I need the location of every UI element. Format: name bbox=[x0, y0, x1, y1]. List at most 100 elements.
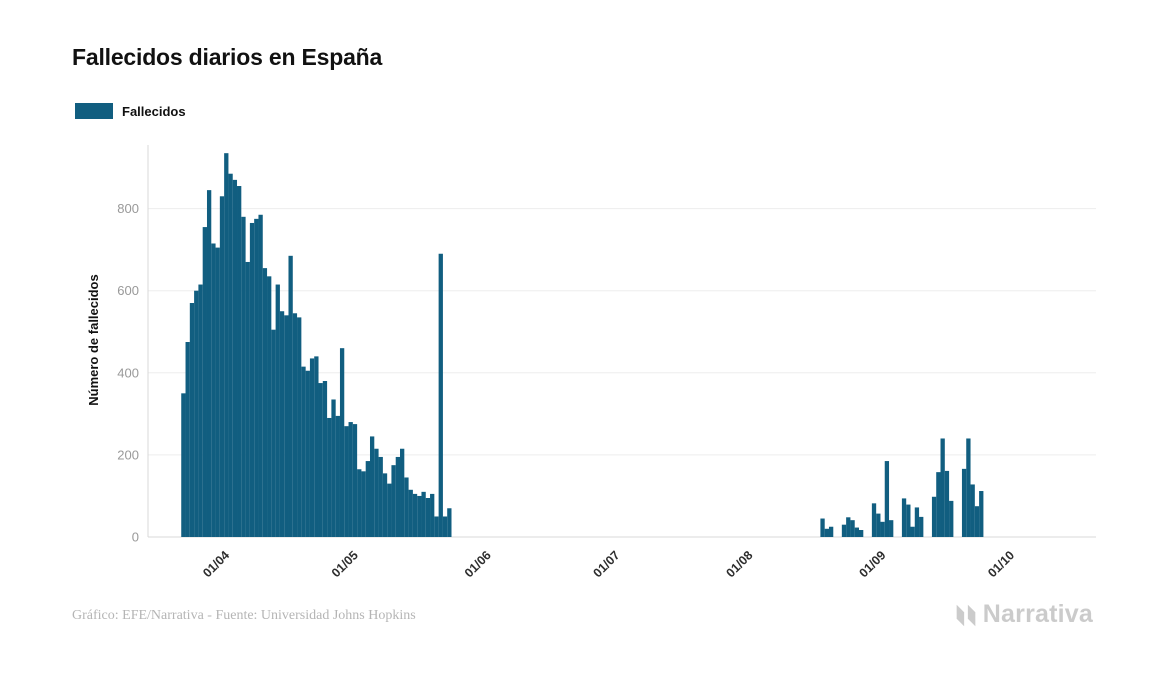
bar[interactable] bbox=[828, 526, 834, 537]
bar[interactable] bbox=[249, 222, 255, 537]
bar[interactable] bbox=[258, 214, 263, 537]
bar[interactable] bbox=[322, 381, 328, 537]
bar[interactable] bbox=[297, 317, 302, 537]
bar[interactable] bbox=[241, 216, 246, 537]
bar[interactable] bbox=[404, 477, 409, 537]
bar[interactable] bbox=[181, 393, 186, 537]
bar[interactable] bbox=[305, 370, 310, 537]
bar[interactable] bbox=[940, 438, 945, 537]
bar[interactable] bbox=[949, 500, 954, 537]
bar[interactable] bbox=[447, 508, 452, 537]
bar[interactable] bbox=[344, 426, 349, 537]
bar[interactable] bbox=[378, 456, 383, 537]
bar[interactable] bbox=[202, 227, 207, 537]
bar[interactable] bbox=[400, 448, 405, 537]
bar[interactable] bbox=[970, 484, 975, 537]
bar[interactable] bbox=[357, 469, 362, 537]
bar[interactable] bbox=[292, 313, 298, 537]
bar[interactable] bbox=[232, 179, 238, 537]
bar[interactable] bbox=[434, 516, 439, 537]
x-tick-label: 01/05 bbox=[329, 548, 361, 580]
bar[interactable] bbox=[850, 520, 855, 537]
bar[interactable] bbox=[906, 504, 911, 537]
bar[interactable] bbox=[931, 496, 937, 537]
bar[interactable] bbox=[417, 495, 422, 537]
bar[interactable] bbox=[889, 520, 894, 537]
bar[interactable] bbox=[189, 303, 195, 537]
bar[interactable] bbox=[961, 468, 967, 537]
legend-swatch bbox=[75, 103, 113, 119]
bar[interactable] bbox=[185, 342, 190, 537]
bar[interactable] bbox=[421, 491, 426, 537]
bar[interactable] bbox=[395, 456, 401, 537]
bar[interactable] bbox=[352, 424, 358, 537]
bar[interactable] bbox=[318, 383, 323, 537]
bar[interactable] bbox=[301, 366, 306, 537]
bar[interactable] bbox=[237, 186, 242, 537]
bar[interactable] bbox=[284, 315, 289, 537]
bar[interactable] bbox=[335, 415, 340, 537]
bar[interactable] bbox=[339, 348, 345, 537]
bar[interactable] bbox=[387, 483, 392, 537]
bar[interactable] bbox=[267, 276, 272, 537]
bar[interactable] bbox=[365, 461, 370, 537]
bar[interactable] bbox=[884, 461, 890, 537]
bar[interactable] bbox=[824, 528, 829, 537]
bar[interactable] bbox=[262, 268, 268, 537]
bar[interactable] bbox=[846, 517, 851, 537]
bar[interactable] bbox=[859, 530, 864, 537]
bar[interactable] bbox=[974, 506, 980, 537]
bar[interactable] bbox=[206, 190, 212, 537]
bar[interactable] bbox=[211, 243, 216, 538]
bar[interactable] bbox=[215, 247, 220, 537]
bar[interactable] bbox=[198, 284, 203, 537]
bar[interactable] bbox=[309, 358, 315, 537]
bar[interactable] bbox=[442, 516, 448, 537]
bar[interactable] bbox=[361, 471, 366, 537]
bar[interactable] bbox=[327, 417, 332, 537]
bar[interactable] bbox=[219, 196, 225, 538]
bar[interactable] bbox=[966, 438, 971, 537]
bar[interactable] bbox=[901, 498, 907, 537]
bar[interactable] bbox=[910, 526, 915, 537]
bar[interactable] bbox=[245, 261, 250, 537]
bar[interactable] bbox=[254, 218, 259, 538]
legend[interactable]: Fallecidos bbox=[75, 103, 186, 119]
bar[interactable] bbox=[412, 493, 418, 537]
bar[interactable] bbox=[841, 524, 847, 537]
bar[interactable] bbox=[288, 255, 293, 537]
bar[interactable] bbox=[880, 521, 885, 537]
bar[interactable] bbox=[374, 448, 379, 537]
bar[interactable] bbox=[279, 311, 285, 537]
bar[interactable] bbox=[438, 253, 443, 537]
bar[interactable] bbox=[919, 516, 924, 537]
bar[interactable] bbox=[876, 513, 881, 537]
bar[interactable] bbox=[348, 422, 353, 537]
bar[interactable] bbox=[314, 356, 319, 537]
bar[interactable] bbox=[275, 284, 280, 537]
bar[interactable] bbox=[425, 498, 431, 537]
bar[interactable] bbox=[382, 473, 388, 537]
x-tick-label: 01/08 bbox=[723, 548, 755, 580]
bar[interactable] bbox=[194, 290, 199, 537]
bar[interactable] bbox=[820, 518, 825, 537]
bar[interactable] bbox=[369, 436, 375, 537]
bar[interactable] bbox=[944, 470, 950, 537]
narrativa-icon bbox=[956, 604, 976, 626]
bar[interactable] bbox=[871, 503, 877, 537]
chart-title: Fallecidos diarios en España bbox=[72, 44, 383, 70]
bar[interactable] bbox=[914, 507, 920, 537]
bar[interactable] bbox=[391, 465, 396, 537]
bar[interactable] bbox=[271, 329, 276, 537]
bar[interactable] bbox=[979, 491, 984, 537]
y-tick-label: 0 bbox=[132, 530, 139, 545]
bar[interactable] bbox=[228, 173, 233, 537]
bar[interactable] bbox=[430, 493, 435, 537]
bar[interactable] bbox=[224, 153, 229, 537]
bar[interactable] bbox=[936, 472, 941, 537]
bar[interactable] bbox=[854, 527, 860, 537]
y-tick-label: 800 bbox=[117, 201, 139, 216]
bar[interactable] bbox=[408, 489, 413, 537]
bar[interactable] bbox=[331, 399, 336, 537]
